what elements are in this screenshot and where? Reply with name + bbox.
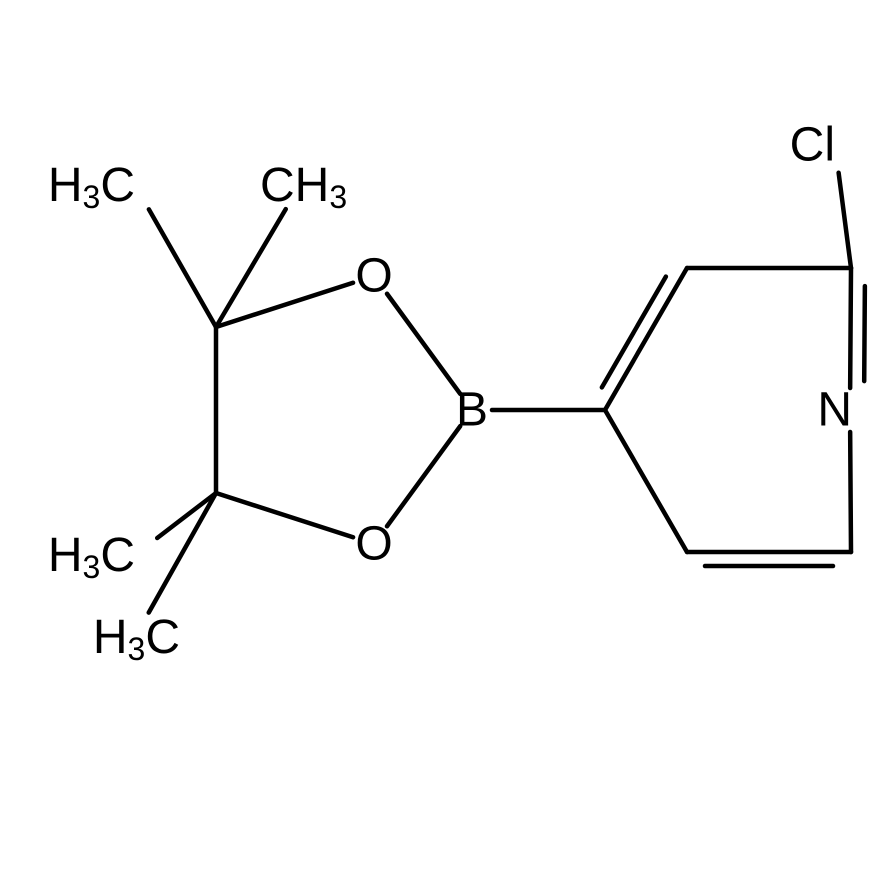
atom-label-B: B: [456, 384, 488, 437]
atom-label-Me4: H3C: [93, 611, 180, 668]
atom-label-O_bot: O: [355, 518, 392, 571]
atom-label-Cl: Cl: [790, 119, 835, 172]
atom-label-N: N: [817, 384, 852, 437]
atom-label-O_top: O: [355, 250, 392, 303]
atom-label-Me1: H3C: [48, 159, 135, 216]
molecule-structure: O O B N Cl H3C CH3 H3C H3C: [0, 0, 890, 890]
atom-label-Me2: CH3: [260, 159, 347, 216]
atom-label-Me3: H3C: [48, 529, 135, 586]
